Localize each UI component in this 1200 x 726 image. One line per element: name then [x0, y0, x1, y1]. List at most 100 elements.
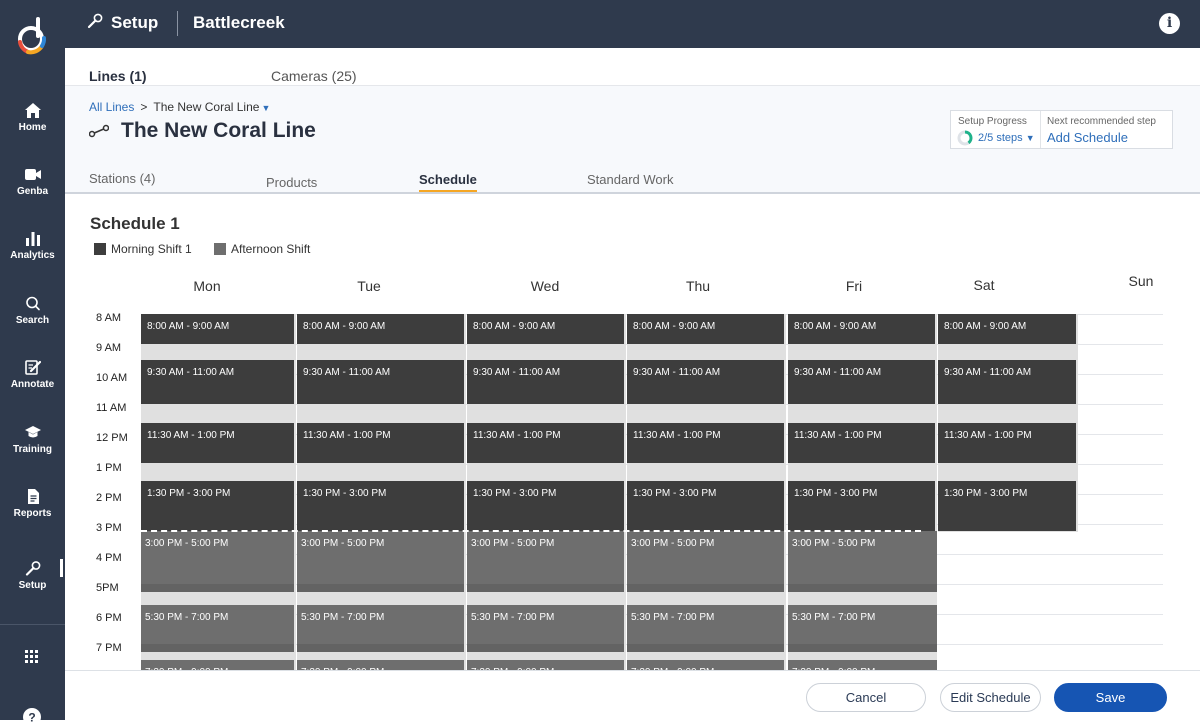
morning-shift-block[interactable]: 1:30 PM - 3:00 PM: [297, 481, 464, 531]
morning-shift-block[interactable]: 1:30 PM - 3:00 PM: [788, 481, 935, 531]
afternoon-shift-block[interactable]: 5:30 PM - 7:00 PM: [627, 605, 784, 652]
afternoon-shift-block[interactable]: 3:00 PM - 5:00 PM: [141, 531, 294, 592]
sidebar-item-setup[interactable]: Setup: [0, 561, 65, 611]
graduation-cap-icon: [24, 426, 41, 438]
afternoon-shift-block[interactable]: 7:30 PM - 9:00 PM: [297, 660, 464, 670]
morning-shift-block[interactable]: 11:30 AM - 1:00 PM: [788, 423, 935, 463]
schedule-panel: Schedule 1 Morning Shift 1 Afternoon Shi…: [65, 192, 1200, 670]
schedule-title: Schedule 1: [90, 214, 180, 233]
morning-shift-block[interactable]: 1:30 PM - 3:00 PM: [627, 481, 784, 531]
setup-steps-dropdown[interactable]: 2/5 steps ▼: [978, 132, 1035, 144]
afternoon-shift-block[interactable]: 5:30 PM - 7:00 PM: [467, 605, 624, 652]
time-label: 6 PM: [96, 612, 122, 624]
wrench-icon: [87, 13, 103, 29]
shift-block-footer: [297, 584, 464, 592]
add-schedule-link[interactable]: Add Schedule: [1047, 130, 1128, 145]
morning-shift-block[interactable]: 9:30 AM - 11:00 AM: [788, 360, 935, 404]
shift-time-label: 7:30 PM - 9:00 PM: [145, 667, 228, 670]
morning-shift-block[interactable]: 8:00 AM - 9:00 AM: [788, 314, 935, 344]
sidebar-divider: [0, 624, 65, 625]
cancel-button[interactable]: Cancel: [806, 683, 926, 712]
shift-time-label: 7:30 PM - 9:00 PM: [301, 667, 384, 670]
active-nav-indicator: [60, 559, 63, 577]
morning-shift-block[interactable]: 11:30 AM - 1:00 PM: [938, 423, 1076, 463]
morning-shift-block[interactable]: 11:30 AM - 1:00 PM: [141, 423, 294, 463]
time-label: 8 AM: [96, 312, 122, 324]
sidebar-item-analytics[interactable]: Analytics: [0, 231, 65, 281]
edit-schedule-button[interactable]: Edit Schedule: [940, 683, 1041, 712]
sidebar-item-annotate[interactable]: Annotate: [0, 360, 65, 410]
tab-schedule[interactable]: Schedule: [419, 172, 477, 192]
time-label: 1 PM: [96, 462, 122, 474]
morning-shift-block[interactable]: 1:30 PM - 3:00 PM: [938, 481, 1076, 531]
legend-swatch: [214, 243, 226, 255]
afternoon-shift-block[interactable]: 7:30 PM - 9:00 PM: [788, 660, 937, 670]
shift-time-label: 7:30 PM - 9:00 PM: [631, 667, 714, 670]
morning-shift-block[interactable]: 11:30 AM - 1:00 PM: [627, 423, 784, 463]
morning-shift-block[interactable]: 8:00 AM - 9:00 AM: [938, 314, 1076, 344]
sidebar-item-home[interactable]: Home: [0, 103, 65, 153]
afternoon-shift-block[interactable]: 3:00 PM - 5:00 PM: [788, 531, 937, 592]
setup-progress-label: Setup Progress: [958, 116, 1027, 127]
morning-shift-block[interactable]: 1:30 PM - 3:00 PM: [141, 481, 294, 531]
sidebar-item-genba[interactable]: Genba: [0, 167, 65, 217]
sidebar-item-label: Training: [13, 444, 52, 455]
morning-shift-block[interactable]: 8:00 AM - 9:00 AM: [297, 314, 464, 344]
afternoon-shift-block[interactable]: 5:30 PM - 7:00 PM: [141, 605, 294, 652]
day-label-thu: Thu: [685, 278, 711, 294]
tab-stations[interactable]: Stations (4): [89, 171, 156, 186]
next-step-label: Next recommended step: [1047, 116, 1156, 127]
afternoon-shift-block[interactable]: 3:00 PM - 5:00 PM: [627, 531, 784, 592]
chevron-down-icon[interactable]: ▼: [261, 103, 271, 113]
top-bar: Setup Battlecreek i: [65, 0, 1200, 48]
sidebar-item-label: Home: [18, 122, 47, 133]
shift-time-label: 7:30 PM - 9:00 PM: [792, 667, 875, 670]
day-label-wed: Wed: [530, 278, 560, 294]
tab-lines[interactable]: Lines (1): [89, 68, 147, 90]
sidebar-item-training[interactable]: Training: [0, 425, 65, 475]
info-icon[interactable]: i: [1159, 13, 1180, 34]
sidebar-item-label: Setup: [18, 580, 47, 591]
morning-shift-block[interactable]: 8:00 AM - 9:00 AM: [467, 314, 624, 344]
afternoon-shift-block[interactable]: 7:30 PM - 9:00 PM: [467, 660, 624, 670]
afternoon-shift-block[interactable]: 3:00 PM - 5:00 PM: [297, 531, 464, 592]
shift-block-footer: [467, 584, 624, 592]
title-divider: [177, 11, 178, 36]
afternoon-shift-block[interactable]: 7:30 PM - 9:00 PM: [627, 660, 784, 670]
legend-label: Morning Shift 1: [111, 242, 192, 256]
sidebar-item-reports[interactable]: Reports: [0, 489, 65, 539]
breadcrumb-all-lines[interactable]: All Lines: [89, 100, 135, 114]
footer-actions: Cancel Edit Schedule Save: [65, 670, 1200, 720]
afternoon-shift-block[interactable]: 3:00 PM - 5:00 PM: [467, 531, 624, 592]
afternoon-shift-block[interactable]: 7:30 PM - 9:00 PM: [141, 660, 294, 670]
tab-standard-work[interactable]: Standard Work: [587, 172, 674, 187]
help-icon[interactable]: ?: [23, 708, 41, 726]
time-label: 9 AM: [96, 342, 122, 354]
shift-block-footer: [297, 644, 464, 652]
morning-shift-block[interactable]: 9:30 AM - 11:00 AM: [627, 360, 784, 404]
morning-shift-block[interactable]: 11:30 AM - 1:00 PM: [467, 423, 624, 463]
morning-shift-block[interactable]: 11:30 AM - 1:00 PM: [297, 423, 464, 463]
tab-products[interactable]: Products: [266, 175, 318, 190]
sidebar-item-search[interactable]: Search: [0, 296, 65, 346]
save-button[interactable]: Save: [1054, 683, 1167, 712]
morning-shift-block[interactable]: 9:30 AM - 11:00 AM: [467, 360, 624, 404]
day-label-sat: Sat: [973, 277, 995, 293]
morning-shift-block[interactable]: 9:30 AM - 11:00 AM: [938, 360, 1076, 404]
morning-shift-block[interactable]: 1:30 PM - 3:00 PM: [467, 481, 624, 531]
afternoon-shift-block[interactable]: 5:30 PM - 7:00 PM: [297, 605, 464, 652]
morning-shift-block[interactable]: 9:30 AM - 11:00 AM: [141, 360, 294, 404]
section-title: Setup: [111, 13, 159, 32]
morning-shift-block[interactable]: 8:00 AM - 9:00 AM: [141, 314, 294, 344]
legend-item-morning: Morning Shift 1: [94, 242, 192, 256]
breadcrumb-current[interactable]: The New Coral Line: [153, 100, 260, 114]
grid-icon[interactable]: [25, 650, 39, 663]
progress-divider: [1040, 111, 1041, 148]
app-logo-icon[interactable]: [14, 16, 50, 56]
shift-time-label: 5:30 PM - 7:00 PM: [471, 612, 555, 623]
afternoon-shift-block[interactable]: 5:30 PM - 7:00 PM: [788, 605, 937, 652]
morning-shift-block[interactable]: 8:00 AM - 9:00 AM: [627, 314, 784, 344]
tab-cameras[interactable]: Cameras (25): [271, 68, 357, 84]
time-label: 5PM: [96, 582, 119, 594]
morning-shift-block[interactable]: 9:30 AM - 11:00 AM: [297, 360, 464, 404]
